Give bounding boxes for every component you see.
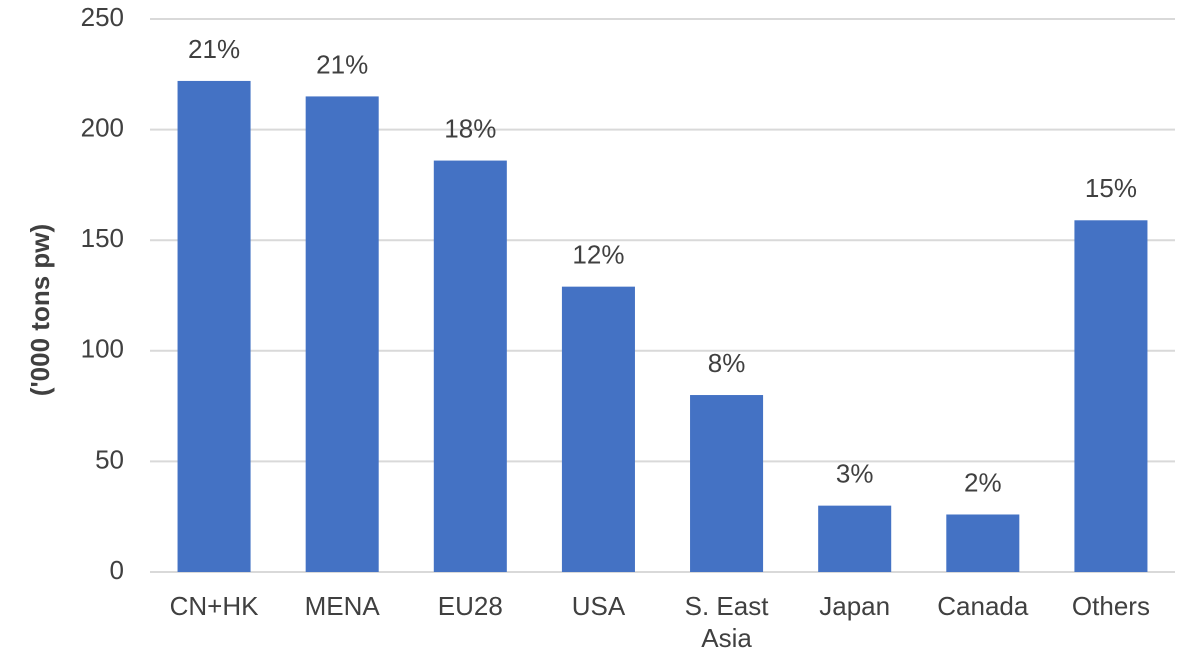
- x-tick-label: Others: [1071, 591, 1150, 621]
- data-label: 8%: [708, 348, 746, 378]
- data-label: 21%: [188, 34, 240, 64]
- y-axis-title: ('000 tons pw): [25, 224, 55, 396]
- data-label: 3%: [836, 459, 874, 489]
- data-label: 12%: [572, 240, 624, 270]
- bar: [433, 160, 507, 572]
- bar: [561, 286, 635, 572]
- x-tick-label: EU28: [437, 591, 503, 621]
- y-tick-label: 250: [81, 2, 124, 32]
- data-label: 21%: [316, 49, 368, 79]
- x-tick-label: MENA: [304, 591, 380, 621]
- y-tick-label: 200: [81, 112, 124, 142]
- bar: [177, 80, 251, 572]
- bar: [305, 96, 379, 573]
- y-tick-label: 50: [95, 444, 124, 474]
- y-tick-label: 150: [81, 223, 124, 253]
- x-tick-label: Canada: [937, 591, 1029, 621]
- x-tick-label: S. East Asia: [684, 591, 769, 653]
- bar: [946, 514, 1020, 572]
- x-tick-label: USA: [571, 591, 626, 621]
- y-tick-label: 100: [81, 334, 124, 364]
- bar: [1074, 220, 1148, 573]
- x-tick-label: CN+HK: [169, 591, 259, 621]
- x-tick-label: Japan: [819, 591, 891, 621]
- bar: [690, 395, 764, 572]
- data-label: 15%: [1085, 173, 1137, 203]
- data-label: 18%: [444, 113, 496, 143]
- y-tick-label: 0: [110, 555, 124, 585]
- data-label: 2%: [964, 467, 1002, 497]
- bar: [818, 505, 892, 572]
